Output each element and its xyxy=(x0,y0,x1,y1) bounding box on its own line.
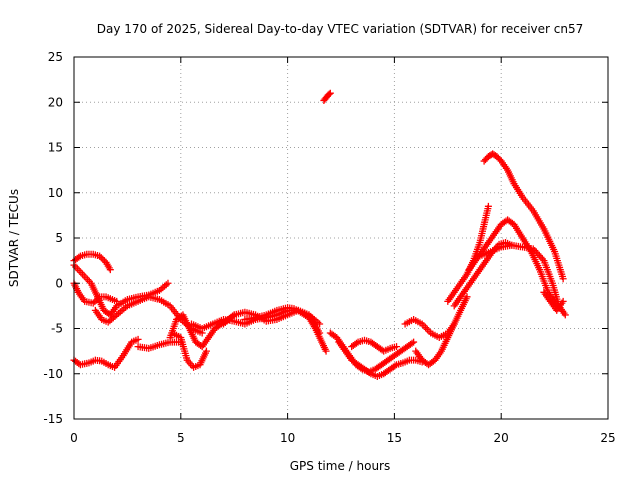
data-point-marker xyxy=(529,245,537,253)
data-point-marker xyxy=(202,347,210,355)
data-point-marker xyxy=(92,296,100,304)
data-point-marker xyxy=(91,298,99,306)
y-tick-label: 15 xyxy=(48,141,63,155)
y-tick-label: -5 xyxy=(51,322,63,336)
data-point-marker xyxy=(325,90,333,98)
series-arc-21 xyxy=(480,150,567,283)
data-point-marker xyxy=(316,320,324,328)
data-point-marker xyxy=(99,255,107,263)
series-arc-17 xyxy=(412,293,471,369)
chart-title: Day 170 of 2025, Sidereal Day-to-day VTE… xyxy=(97,22,584,36)
data-points xyxy=(70,89,569,380)
data-point-marker xyxy=(559,275,567,283)
x-tick-label: 10 xyxy=(280,431,295,445)
data-point-marker xyxy=(96,252,104,260)
data-point-marker xyxy=(75,253,83,261)
data-point-marker xyxy=(365,369,373,377)
y-tick-label: -15 xyxy=(43,412,63,426)
x-tick-label: 15 xyxy=(387,431,402,445)
x-tick-label: 0 xyxy=(70,431,78,445)
data-point-marker xyxy=(89,299,97,307)
data-point-marker xyxy=(408,339,416,347)
data-point-marker xyxy=(352,339,360,347)
data-point-marker xyxy=(391,362,399,370)
data-point-marker xyxy=(561,311,569,319)
data-point-marker xyxy=(538,255,546,263)
data-point-marker xyxy=(94,294,102,302)
grid-lines xyxy=(74,57,608,419)
data-point-marker xyxy=(532,248,540,256)
data-point-marker xyxy=(113,297,121,305)
series-arc-12 xyxy=(320,89,334,104)
x-axis: 0 5 10 15 20 25 xyxy=(70,57,616,445)
data-point-marker xyxy=(534,250,542,258)
y-tick-label: 10 xyxy=(48,186,63,200)
data-point-marker xyxy=(463,293,471,301)
data-point-marker xyxy=(164,279,172,287)
x-tick-label: 20 xyxy=(494,431,509,445)
series-arc-23 xyxy=(540,288,567,314)
y-tick-label: 25 xyxy=(48,50,63,64)
x-tick-label: 5 xyxy=(177,431,185,445)
series-arc-4 xyxy=(70,279,121,307)
y-axis: -15 -10 -5 0 5 10 15 20 25 xyxy=(43,50,608,426)
x-tick-label: 25 xyxy=(600,431,615,445)
x-axis-label: GPS time / hours xyxy=(290,459,391,473)
series-arc-11 xyxy=(241,304,330,355)
data-point-marker xyxy=(531,247,539,255)
series-arc-6 xyxy=(134,338,185,352)
y-tick-label: 0 xyxy=(55,276,63,290)
y-axis-label: SDTVAR / TECUs xyxy=(7,189,21,287)
data-point-marker xyxy=(535,252,543,260)
data-point-marker xyxy=(75,360,83,368)
data-point-marker xyxy=(393,343,401,351)
series-arc-15 xyxy=(348,336,401,355)
data-point-marker xyxy=(537,253,545,261)
y-tick-label: 20 xyxy=(48,95,63,109)
data-point-marker xyxy=(559,297,567,305)
data-point-marker xyxy=(410,338,418,346)
data-point-marker xyxy=(326,89,334,97)
data-point-marker xyxy=(106,266,114,274)
series-arc-1 xyxy=(70,250,114,274)
data-point-marker xyxy=(134,335,142,343)
data-point-marker xyxy=(97,254,105,262)
data-point-marker xyxy=(484,202,492,210)
series-arc-20 xyxy=(465,216,561,310)
series-arc-8 xyxy=(168,329,210,371)
y-tick-label: 5 xyxy=(55,231,63,245)
series-arc-14 xyxy=(335,338,426,380)
data-point-marker xyxy=(322,347,330,355)
y-tick-label: -10 xyxy=(43,367,63,381)
